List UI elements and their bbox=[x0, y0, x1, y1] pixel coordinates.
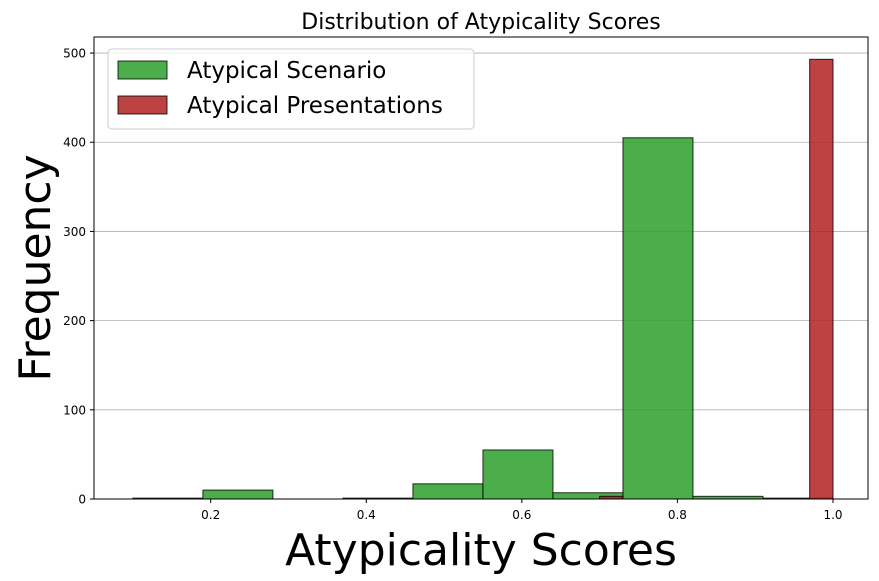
y-tick-label-0: 0 bbox=[78, 493, 86, 507]
y-tick-label-3: 300 bbox=[63, 225, 86, 239]
chart-title: Distribution of Atypicality Scores bbox=[301, 10, 660, 35]
y-tick-label-5: 500 bbox=[63, 47, 86, 61]
x-tick-label-0: 0.2 bbox=[201, 508, 220, 522]
legend-swatch-atypical-scenario bbox=[117, 60, 168, 80]
bar-atypical-scenario-1 bbox=[202, 489, 274, 500]
x-axis-label: Atypicality Scores bbox=[285, 525, 677, 576]
plot-frame bbox=[93, 36, 869, 500]
y-axis-ticks: 0 100 200 300 400 500 bbox=[63, 47, 94, 507]
y-axis-label: Frequency bbox=[10, 154, 61, 381]
x-tick-label-4: 1.0 bbox=[823, 508, 842, 522]
y-tick-label-1: 100 bbox=[63, 403, 86, 417]
x-tick-label-3: 0.8 bbox=[668, 508, 687, 522]
legend-label-atypical-scenario: Atypical Scenario bbox=[187, 58, 386, 84]
bar-atypical-scenario-7 bbox=[622, 137, 694, 500]
bar-atypical-presentations-1 bbox=[809, 58, 834, 500]
y-tick-label-2: 200 bbox=[63, 314, 86, 328]
y-tick-label-4: 400 bbox=[63, 136, 86, 150]
bar-atypical-scenario-5 bbox=[482, 449, 554, 500]
legend-swatch-atypical-presentations bbox=[117, 95, 168, 115]
x-tick-label-1: 0.4 bbox=[357, 508, 376, 522]
legend: Atypical Scenario Atypical Presentations bbox=[107, 48, 475, 130]
x-axis-ticks: 0.2 0.4 0.6 0.8 1.0 bbox=[201, 499, 843, 522]
legend-box bbox=[107, 48, 475, 130]
bar-atypical-scenario-4 bbox=[412, 483, 484, 500]
x-tick-label-2: 0.6 bbox=[512, 508, 531, 522]
histogram-bars bbox=[132, 58, 834, 500]
legend-label-atypical-presentations: Atypical Presentations bbox=[187, 93, 443, 119]
